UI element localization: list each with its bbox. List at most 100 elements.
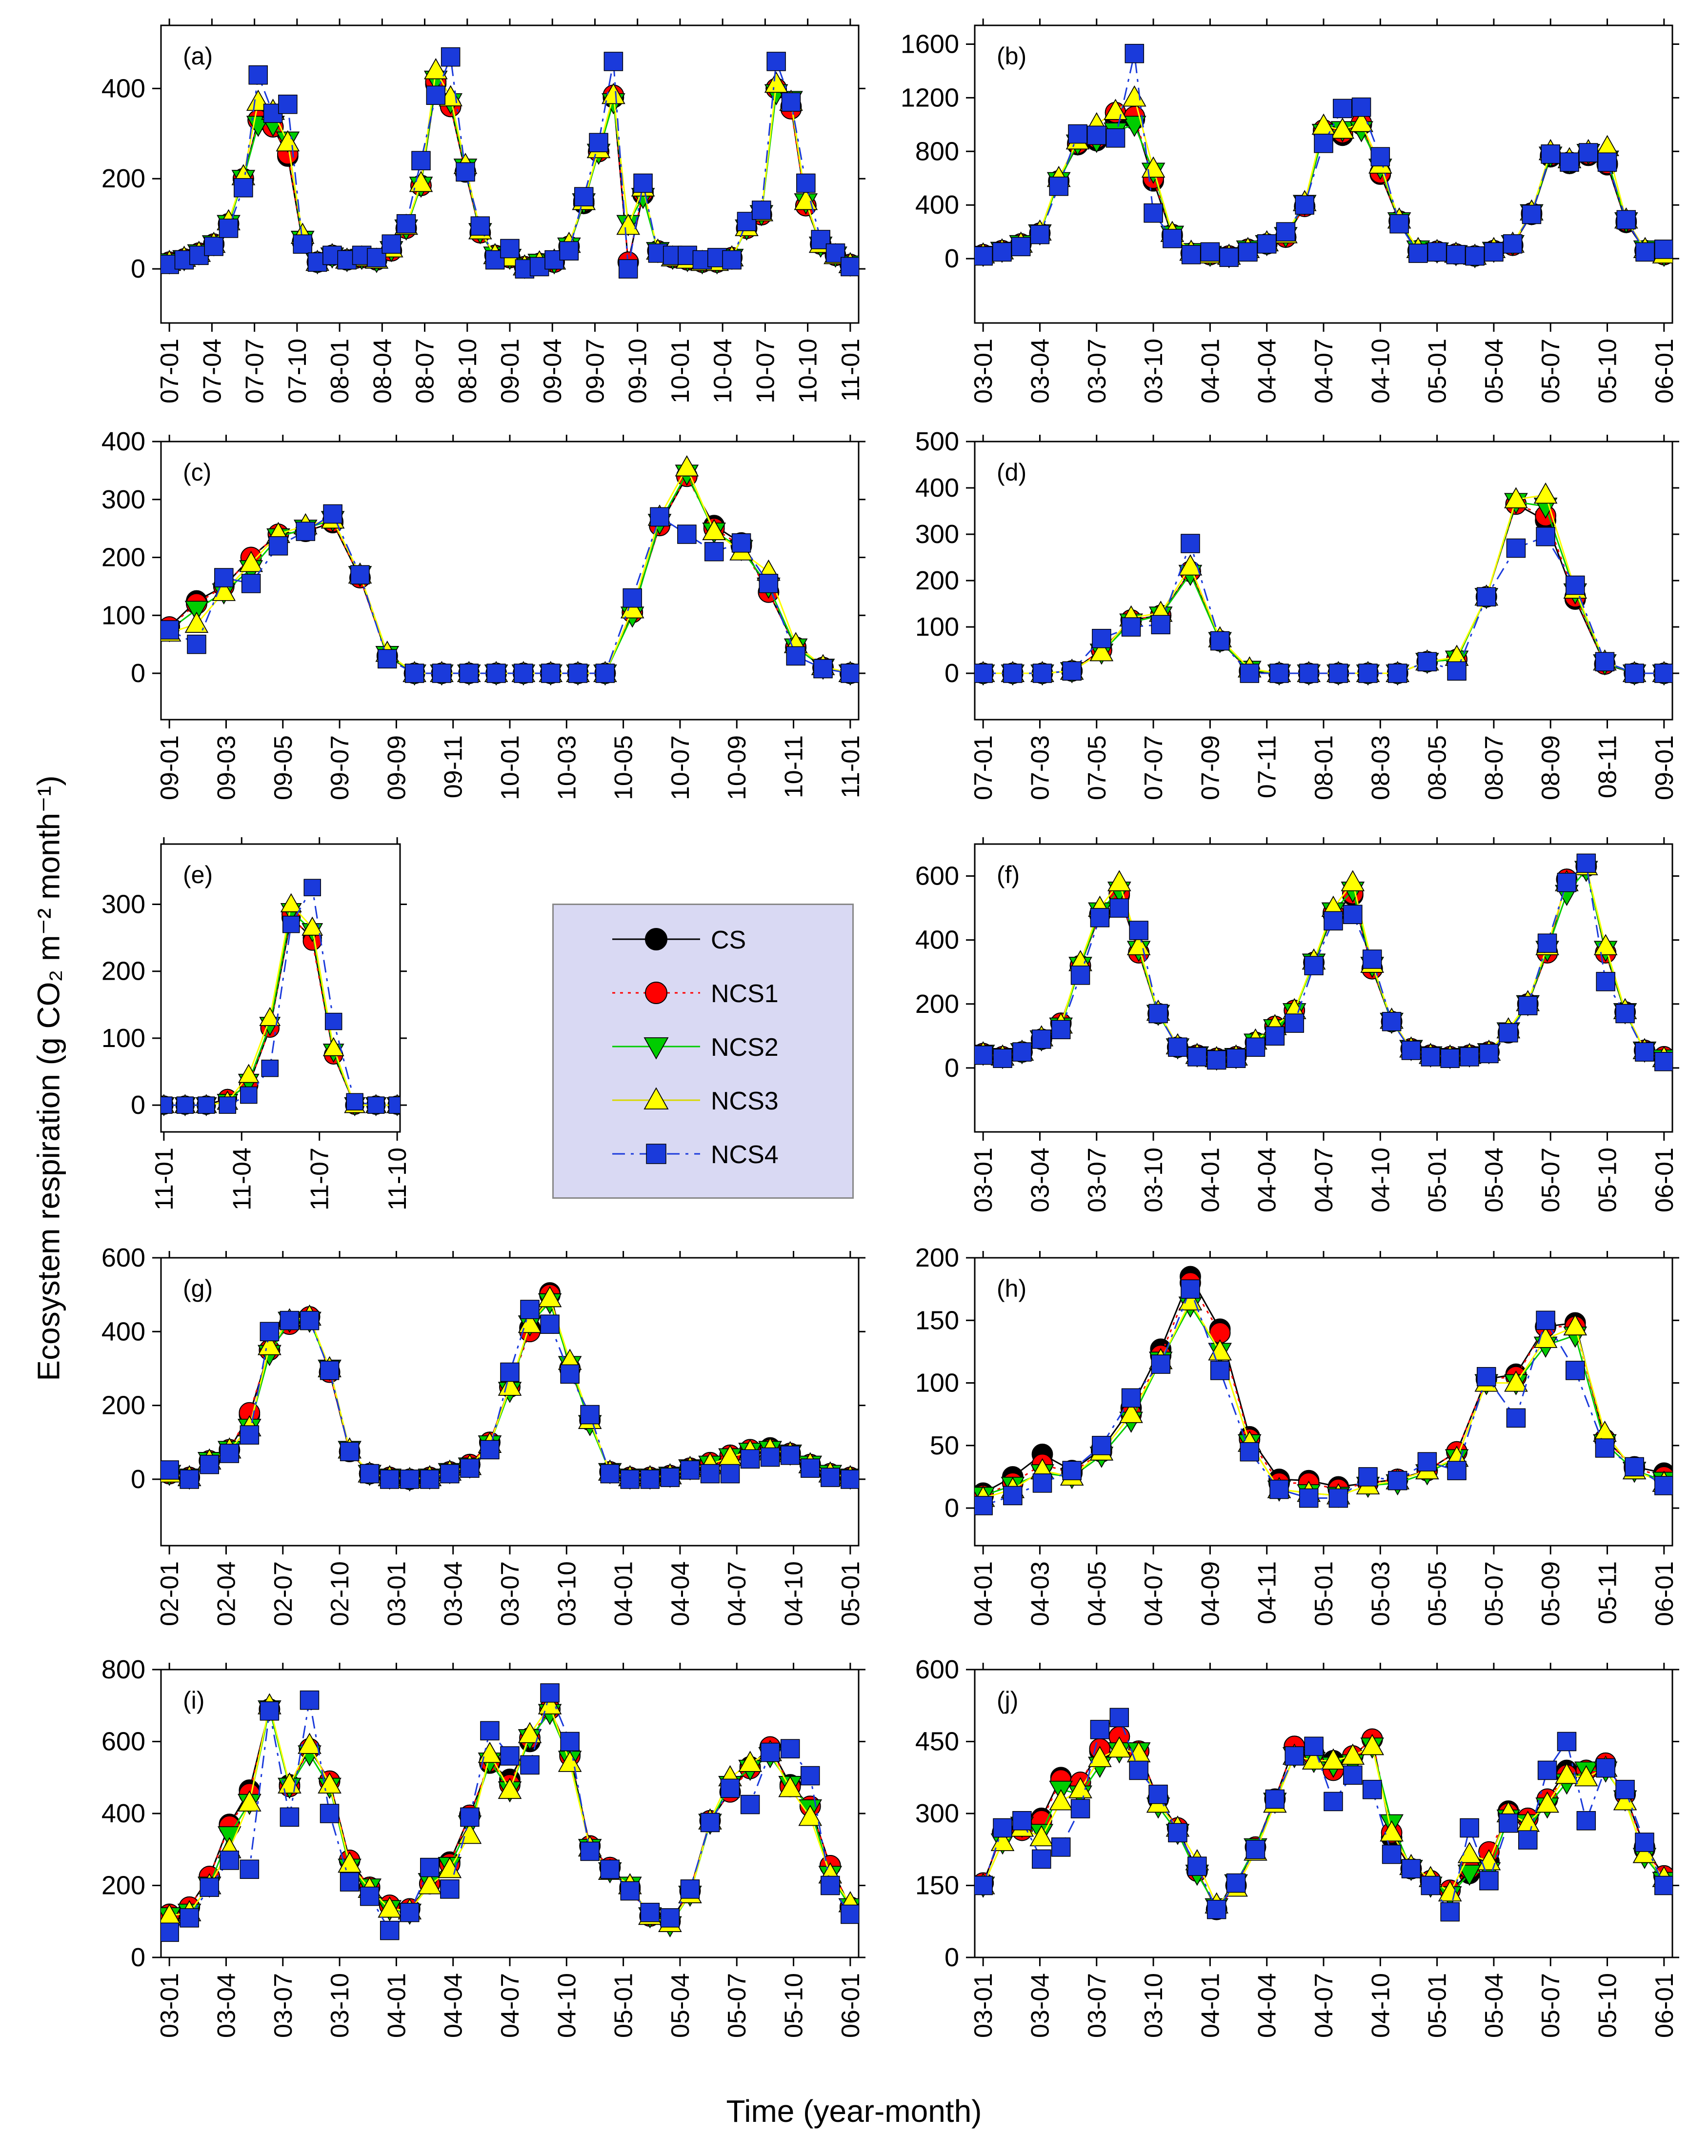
data-point-ncs3 (1563, 1314, 1587, 1336)
x-tick-label: 08-11 (1594, 735, 1622, 798)
data-point-ncs4 (1109, 898, 1129, 918)
data-point-ncs4 (198, 1096, 215, 1114)
data-point-ncs4 (1219, 247, 1239, 267)
x-tick-label: 08-10 (454, 339, 482, 403)
series-group (161, 455, 859, 686)
data-point-ncs4 (260, 1701, 280, 1721)
data-point-ncs4 (821, 1875, 840, 1895)
x-tick-label: 09-01 (496, 339, 524, 403)
series-group (975, 482, 1672, 686)
series-line-ncs4 (983, 535, 1664, 674)
x-tick-label: 07-07 (241, 339, 269, 403)
x-tick-label: 09-04 (539, 339, 567, 403)
data-point-ncs4 (1121, 1388, 1141, 1408)
x-tick-label: 05-01 (837, 1561, 865, 1626)
x-tick-label: 05-10 (1594, 1148, 1622, 1212)
data-point-ncs4 (388, 1096, 400, 1114)
data-point-ncs3 (990, 1830, 1015, 1852)
data-point-ncs4 (1401, 1041, 1421, 1060)
data-point-ncs4 (300, 1310, 320, 1330)
data-point-ncs4 (220, 1851, 240, 1870)
x-tick-label: 05-10 (780, 1973, 808, 2038)
data-point-ncs3 (338, 1851, 362, 1873)
data-point-ncs4 (214, 568, 234, 587)
data-point-ncs4 (1499, 1813, 1518, 1833)
data-point-ncs4 (460, 1807, 480, 1827)
data-point-ncs4 (1269, 1479, 1289, 1499)
data-point-ncs4 (1062, 661, 1082, 681)
data-point-ncs4 (1479, 1871, 1499, 1891)
data-point-ncs4 (975, 664, 993, 683)
panel-label: (g) (183, 1275, 213, 1302)
data-point-ncs4 (560, 1364, 580, 1384)
data-point-ncs4 (426, 85, 446, 105)
data-point-ncs4 (1144, 203, 1163, 223)
data-point-ncs4 (1536, 527, 1555, 546)
data-point-ncs4 (1579, 143, 1598, 162)
data-point-ncs4 (278, 94, 298, 114)
y-tick-label: 400 (101, 1799, 145, 1828)
data-point-ncs3 (1533, 482, 1558, 504)
data-point-ncs3 (1504, 487, 1528, 508)
data-point-ncs4 (560, 1732, 580, 1752)
data-point-ncs4 (1506, 1408, 1526, 1428)
data-point-ncs4 (1051, 1020, 1071, 1039)
data-point-ncs4 (620, 1470, 640, 1489)
data-point-ncs4 (1654, 664, 1672, 683)
data-point-ncs4 (1389, 214, 1409, 234)
panel-a: 0 200 400 07-01 07-04 07-07 07-10 08-01 08-04 08-… (101, 19, 865, 403)
x-tick-label: 07-10 (283, 339, 312, 403)
panel-label: (f) (997, 861, 1020, 888)
data-point-ncs4 (1276, 222, 1296, 242)
data-point-ncs4 (240, 1086, 258, 1104)
data-point-ncs4 (780, 1445, 800, 1465)
data-point-ncs4 (1070, 1799, 1090, 1818)
data-point-ncs4 (975, 1496, 993, 1515)
y-tick-label: 200 (915, 989, 959, 1019)
panel-j: 0 150 300 450 600 03-01 03-04 03-07 03-10 04-01 04… (915, 1655, 1679, 2038)
panel-label: (e) (183, 861, 213, 888)
x-tick-label: 06-01 (1650, 1561, 1679, 1626)
data-point-ncs4 (411, 151, 431, 171)
data-point-ncs4 (580, 1405, 600, 1425)
data-point-ncs4 (760, 1742, 780, 1762)
x-tick-label: 10-05 (610, 735, 638, 800)
data-point-ncs4 (380, 1470, 400, 1489)
data-point-ncs2 (184, 601, 209, 622)
data-point-ncs4 (1421, 1875, 1441, 1895)
x-tick-label: 02-01 (156, 1561, 184, 1626)
x-tick-label: 05-10 (1594, 339, 1622, 403)
y-tick-label: 400 (101, 427, 145, 456)
y-tick-label: 0 (131, 1090, 145, 1120)
data-point-ncs4 (280, 1310, 300, 1330)
data-point-ncs4 (1362, 1780, 1382, 1799)
x-tick-label: 03-04 (212, 1973, 241, 2038)
y-tick-label: 100 (101, 1024, 145, 1053)
panel-label: (c) (183, 459, 211, 486)
data-point-ncs4 (786, 646, 805, 666)
data-point-ncs4 (1240, 1442, 1260, 1462)
data-point-ncs4 (975, 1045, 993, 1065)
data-point-ncs4 (360, 1464, 380, 1484)
data-point-ncs4 (633, 173, 653, 193)
x-tick-label: 03-01 (969, 1148, 998, 1212)
x-tick-label: 07-04 (198, 339, 226, 403)
data-point-ncs4 (618, 259, 638, 279)
data-point-ncs4 (1499, 1023, 1518, 1043)
data-point-ncs3 (259, 1007, 281, 1026)
x-tick-label: 06-01 (1650, 1148, 1679, 1212)
x-tick-label: 07-01 (156, 339, 184, 403)
data-point-ncs4 (800, 1458, 820, 1478)
x-tick-label: 05-07 (1537, 1148, 1565, 1212)
data-point-ncs3 (558, 1751, 582, 1772)
data-point-ncs4 (378, 649, 397, 669)
data-point-ncs4 (293, 234, 312, 254)
panel-frame (974, 1257, 1673, 1547)
data-point-ncs3 (1119, 1402, 1143, 1423)
data-point-ncs4 (704, 542, 724, 562)
data-point-ncs4 (340, 1872, 360, 1892)
data-point-ncs4 (1129, 1760, 1148, 1780)
data-point-ncs4 (234, 178, 253, 198)
data-point-ncs4 (759, 574, 779, 593)
x-tick-label: 04-04 (440, 1973, 468, 2038)
